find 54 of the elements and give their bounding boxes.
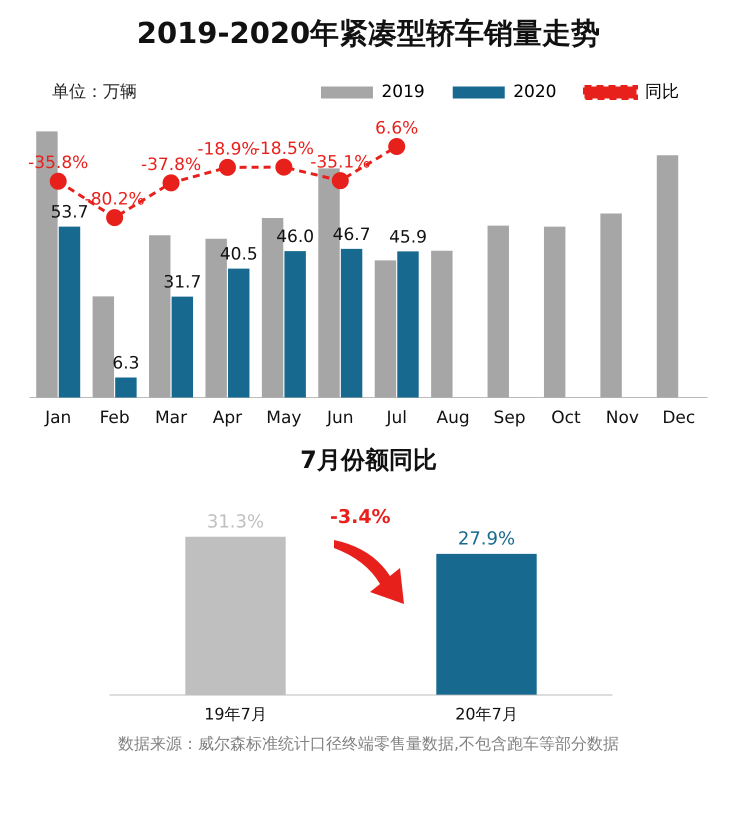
data-label: 6.6% <box>375 118 418 138</box>
data-label: 53.7 <box>50 202 88 223</box>
point <box>332 172 349 190</box>
x-tick-label: Nov <box>606 408 639 428</box>
bar <box>172 296 194 398</box>
bar <box>397 251 419 398</box>
data-label: 31.3% <box>206 511 264 532</box>
point <box>162 174 180 192</box>
x-tick-label: Aug <box>436 408 470 428</box>
legend-label: 同比 <box>645 82 679 102</box>
data-label: 27.9% <box>458 528 516 550</box>
data-label: 6.3 <box>112 353 140 374</box>
bar <box>488 226 509 398</box>
bar <box>544 226 566 398</box>
bar <box>340 248 362 398</box>
x-tick-label: Apr <box>212 408 242 428</box>
x-tick-label: Dec <box>662 408 696 428</box>
x-tick-label: Sep <box>494 408 526 428</box>
bar <box>228 268 250 398</box>
data-label: 45.9 <box>389 227 427 248</box>
legend-label: 2020 <box>513 82 556 102</box>
bar <box>600 214 622 398</box>
x-tick-label: Jul <box>385 408 407 428</box>
bar <box>58 226 80 398</box>
data-label: 40.5 <box>220 244 258 265</box>
x-tick-label: May <box>266 408 302 428</box>
point <box>50 172 67 190</box>
chart-title: 7月份额同比 <box>299 445 438 476</box>
bar <box>656 155 678 398</box>
bar <box>92 296 114 398</box>
data-label: 31.7 <box>163 272 202 293</box>
x-tick-label: Mar <box>155 408 188 428</box>
chart-title: 2019-2020年紧凑型轿车销量走势 <box>136 15 602 52</box>
bar <box>374 260 396 398</box>
x-tick-label: 20年7月 <box>455 704 518 724</box>
point <box>275 158 292 176</box>
source-note: 数据来源：威尔森标准统计口径终端零售量数据,不包含跑车等部分数据 <box>116 734 620 755</box>
x-tick-label: Feb <box>100 408 130 428</box>
x-tick-label: 19年7月 <box>204 704 267 724</box>
point <box>106 209 124 226</box>
x-tick-label: Jan <box>44 408 72 428</box>
bar <box>431 250 453 398</box>
data-label: 46.7 <box>332 224 371 245</box>
text: 单位：万辆 <box>52 81 137 103</box>
data-label: -35.8% <box>28 153 88 174</box>
legend-label: 2019 <box>381 82 425 102</box>
x-tick-label: Oct <box>551 408 581 428</box>
x-tick-label: Jun <box>326 408 354 428</box>
text: -3.4% <box>330 506 391 528</box>
data-label: 46.0 <box>276 227 314 248</box>
point <box>218 158 236 176</box>
bar <box>115 378 137 398</box>
bar <box>284 251 306 398</box>
point <box>388 138 406 156</box>
